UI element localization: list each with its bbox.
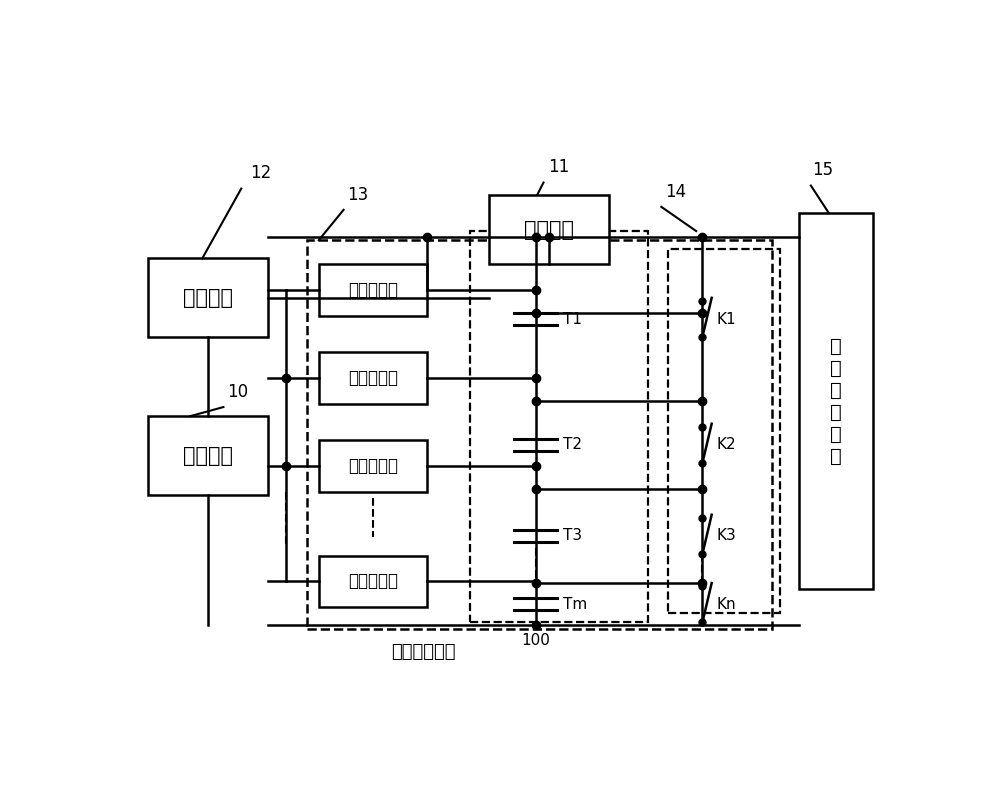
- Text: 14: 14: [665, 183, 686, 201]
- Text: 电压检测器: 电压检测器: [348, 457, 398, 475]
- Bar: [319, 265, 427, 316]
- Text: 12: 12: [250, 165, 271, 183]
- Text: 11: 11: [548, 158, 570, 177]
- Text: 13: 13: [347, 186, 368, 203]
- Bar: [148, 258, 268, 337]
- Bar: [319, 556, 427, 608]
- Bar: [307, 240, 772, 629]
- Bar: [799, 213, 873, 589]
- Text: T2: T2: [563, 437, 582, 452]
- Text: 开关单元: 开关单元: [524, 220, 574, 240]
- Text: 电压检测器: 电压检测器: [348, 281, 398, 299]
- Text: K1: K1: [716, 311, 736, 326]
- Text: 10: 10: [227, 383, 248, 401]
- Text: 电压检测器: 电压检测器: [348, 573, 398, 590]
- Bar: [319, 440, 427, 492]
- Bar: [668, 249, 780, 613]
- Text: T1: T1: [563, 311, 582, 326]
- Text: Kn: Kn: [716, 597, 736, 611]
- Text: 电压检测器: 电压检测器: [348, 370, 398, 387]
- Text: T3: T3: [563, 529, 582, 544]
- Text: 充
电
保
护
单
元: 充 电 保 护 单 元: [830, 336, 842, 466]
- Text: 控制单元: 控制单元: [183, 445, 233, 466]
- Bar: [470, 231, 648, 623]
- Text: K2: K2: [716, 437, 736, 452]
- Text: 15: 15: [812, 162, 833, 180]
- Text: Tm: Tm: [563, 597, 588, 611]
- Text: 侦测单元: 侦测单元: [183, 288, 233, 308]
- Text: 100: 100: [521, 633, 550, 649]
- Text: 电压检测单元: 电压检测单元: [391, 642, 456, 660]
- Bar: [319, 352, 427, 404]
- Text: K3: K3: [716, 529, 736, 544]
- Bar: [148, 416, 268, 495]
- Bar: [489, 195, 609, 265]
